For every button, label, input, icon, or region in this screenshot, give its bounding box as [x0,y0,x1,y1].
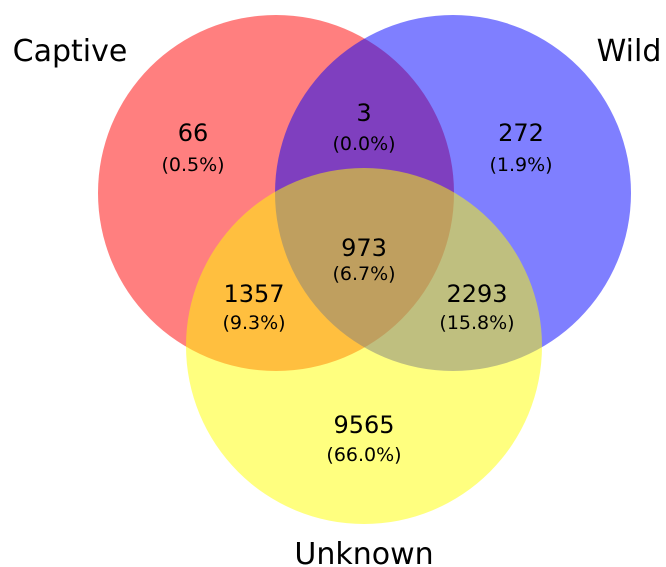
region-percent: (6.7%) [332,263,395,285]
set-label-wild: Wild [597,34,662,69]
region-captive-unknown: 1357 (9.3%) [222,280,285,334]
set-label-captive: Captive [13,34,128,69]
region-wild-unknown: 2293 (15.8%) [439,280,514,334]
unknown-circle [186,168,542,524]
set-label-unknown: Unknown [294,537,433,567]
region-count: 9565 [333,411,394,439]
region-percent: (1.9%) [489,154,552,176]
region-count: 3 [356,99,371,127]
region-count: 272 [498,119,544,147]
region-count: 1357 [223,280,284,308]
region-count: 973 [341,234,387,262]
region-count: 2293 [446,280,507,308]
region-percent: (0.5%) [161,154,224,176]
region-percent: (9.3%) [222,312,285,334]
region-percent: (66.0%) [326,444,401,466]
region-all-three: 973 (6.7%) [332,234,395,285]
region-percent: (15.8%) [439,312,514,334]
region-unknown-only: 9565 (66.0%) [326,411,401,466]
region-percent: (0.0%) [332,133,395,155]
region-count: 66 [178,119,209,147]
